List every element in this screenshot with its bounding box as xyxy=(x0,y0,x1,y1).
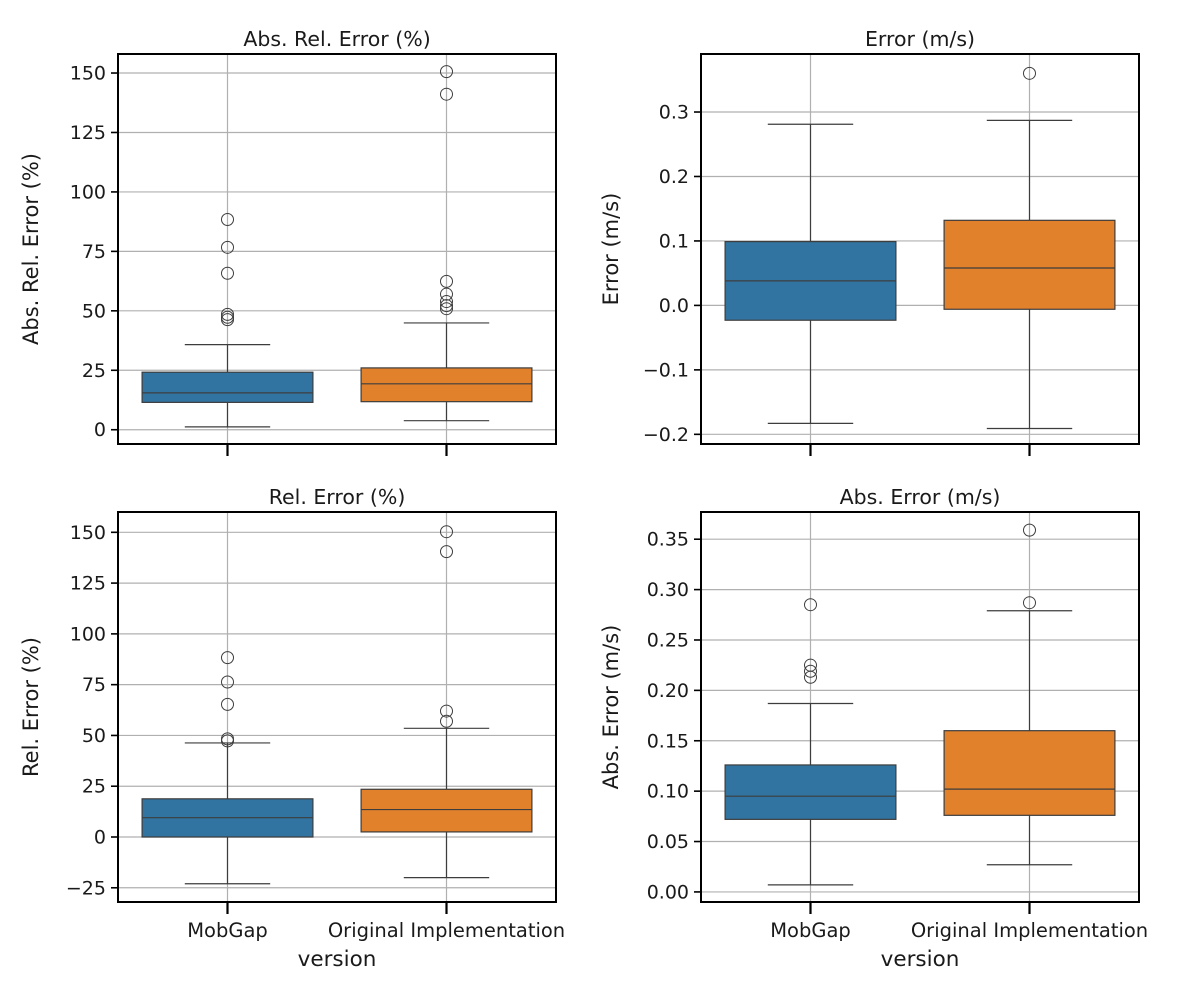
y-tick-label: −0.1 xyxy=(643,359,689,381)
outlier-point xyxy=(440,525,453,539)
box-mobgap xyxy=(141,213,314,428)
y-tick-label: 0 xyxy=(94,419,106,441)
outlier-point xyxy=(440,65,453,79)
x-axis-label: version xyxy=(881,947,960,972)
chart-panel-1: 0 25 50 75 100 125 150 Abs. Rel. Error (%) Abs. … xyxy=(19,27,557,456)
y-tick-label: 150 xyxy=(70,522,106,544)
panel-title: Abs. Error (m/s) xyxy=(840,485,1001,509)
outlier-point xyxy=(440,545,453,559)
y-tick-label: 25 xyxy=(82,360,106,382)
panel-title: Error (m/s) xyxy=(865,27,975,51)
x-tick-label: Original Implementation xyxy=(328,919,565,942)
iqr-box xyxy=(943,730,1116,816)
iqr-box xyxy=(724,764,897,820)
y-tick-label: 150 xyxy=(70,63,106,85)
y-tick-label: 0.10 xyxy=(647,781,689,803)
box-original-implementation xyxy=(360,525,533,879)
outlier-point xyxy=(221,651,234,665)
y-tick-label: 50 xyxy=(82,725,106,747)
outlier-point xyxy=(221,240,234,254)
outlier-point xyxy=(440,714,453,728)
outlier-point xyxy=(221,307,234,321)
outlier-point xyxy=(221,310,234,324)
y-tick-label: −25 xyxy=(66,877,106,899)
x-tick-label: Original Implementation xyxy=(911,919,1148,942)
outlier-point xyxy=(440,295,453,309)
y-tick-label: 50 xyxy=(82,300,106,322)
y-axis-label: Abs. Error (m/s) xyxy=(599,625,623,790)
axes-frame xyxy=(700,53,1140,445)
y-tick-label: 25 xyxy=(82,776,106,798)
chart-panel-4: 0.00 0.05 0.10 0.15 0.20 0.25 0.30 0.35 MobGap Or… xyxy=(599,485,1148,972)
y-tick-label: 0.20 xyxy=(647,680,689,702)
y-axis-label: Rel. Error (%) xyxy=(19,637,43,777)
iqr-box xyxy=(360,788,533,833)
y-tick-label: 75 xyxy=(82,241,106,263)
y-tick-label: 100 xyxy=(70,181,106,203)
axes-frame xyxy=(117,53,557,445)
outlier-point xyxy=(440,299,453,313)
y-tick-label: 125 xyxy=(70,573,106,595)
iqr-box xyxy=(360,367,533,403)
box-mobgap xyxy=(141,651,314,885)
outlier-point xyxy=(804,658,817,672)
y-axis-label: Error (m/s) xyxy=(599,193,623,306)
y-tick-label: 0.05 xyxy=(647,831,689,853)
y-tick-label: 0.25 xyxy=(647,629,689,651)
y-tick-label: −0.2 xyxy=(643,424,689,446)
y-tick-label: 0.30 xyxy=(647,579,689,601)
axes-frame xyxy=(117,511,557,903)
outlier-point xyxy=(221,697,234,711)
chart-panel-3: −25 0 25 50 75 100 125 150 MobGap Original Implem… xyxy=(19,485,565,972)
outlier-point xyxy=(1023,523,1036,537)
axes-frame xyxy=(700,511,1140,903)
outlier-point xyxy=(221,266,234,280)
outlier-point xyxy=(804,598,817,612)
y-tick-label: 0 xyxy=(94,827,106,849)
x-axis-label: version xyxy=(298,947,377,972)
outlier-point xyxy=(221,732,234,746)
outlier-point xyxy=(1023,66,1036,80)
y-tick-label: 0.2 xyxy=(659,166,689,188)
panel-title: Abs. Rel. Error (%) xyxy=(243,27,430,51)
y-tick-label: 0.1 xyxy=(659,230,689,252)
outlier-point xyxy=(440,287,453,301)
iqr-box xyxy=(943,219,1116,310)
box-original-implementation xyxy=(943,66,1116,430)
box-mobgap xyxy=(724,598,897,886)
y-tick-label: 0.0 xyxy=(659,295,689,317)
y-axis-label: Abs. Rel. Error (%) xyxy=(19,153,43,345)
y-tick-label: 0.00 xyxy=(647,881,689,903)
box-mobgap xyxy=(724,123,897,424)
x-tick-label: MobGap xyxy=(187,919,268,942)
y-tick-label: 0.3 xyxy=(659,102,689,124)
outlier-point xyxy=(440,302,453,316)
box-original-implementation xyxy=(943,523,1116,866)
outlier-point xyxy=(221,675,234,689)
y-tick-label: 100 xyxy=(70,623,106,645)
x-tick-label: MobGap xyxy=(770,919,851,942)
outlier-point xyxy=(1023,596,1036,610)
y-tick-label: 125 xyxy=(70,122,106,144)
outlier-point xyxy=(221,213,234,227)
iqr-box xyxy=(141,371,314,403)
outlier-point xyxy=(440,704,453,718)
outlier-point xyxy=(804,664,817,678)
panel-title: Rel. Error (%) xyxy=(269,485,406,509)
box-original-implementation xyxy=(360,65,533,422)
y-tick-label: 0.35 xyxy=(647,529,689,551)
y-tick-label: 75 xyxy=(82,674,106,696)
y-tick-label: 0.15 xyxy=(647,730,689,752)
outlier-point xyxy=(440,87,453,101)
chart-panel-2: −0.2 −0.1 0.0 0.1 0.2 0.3 Error (m/s) Error (m/… xyxy=(599,27,1140,456)
outlier-point xyxy=(440,274,453,288)
